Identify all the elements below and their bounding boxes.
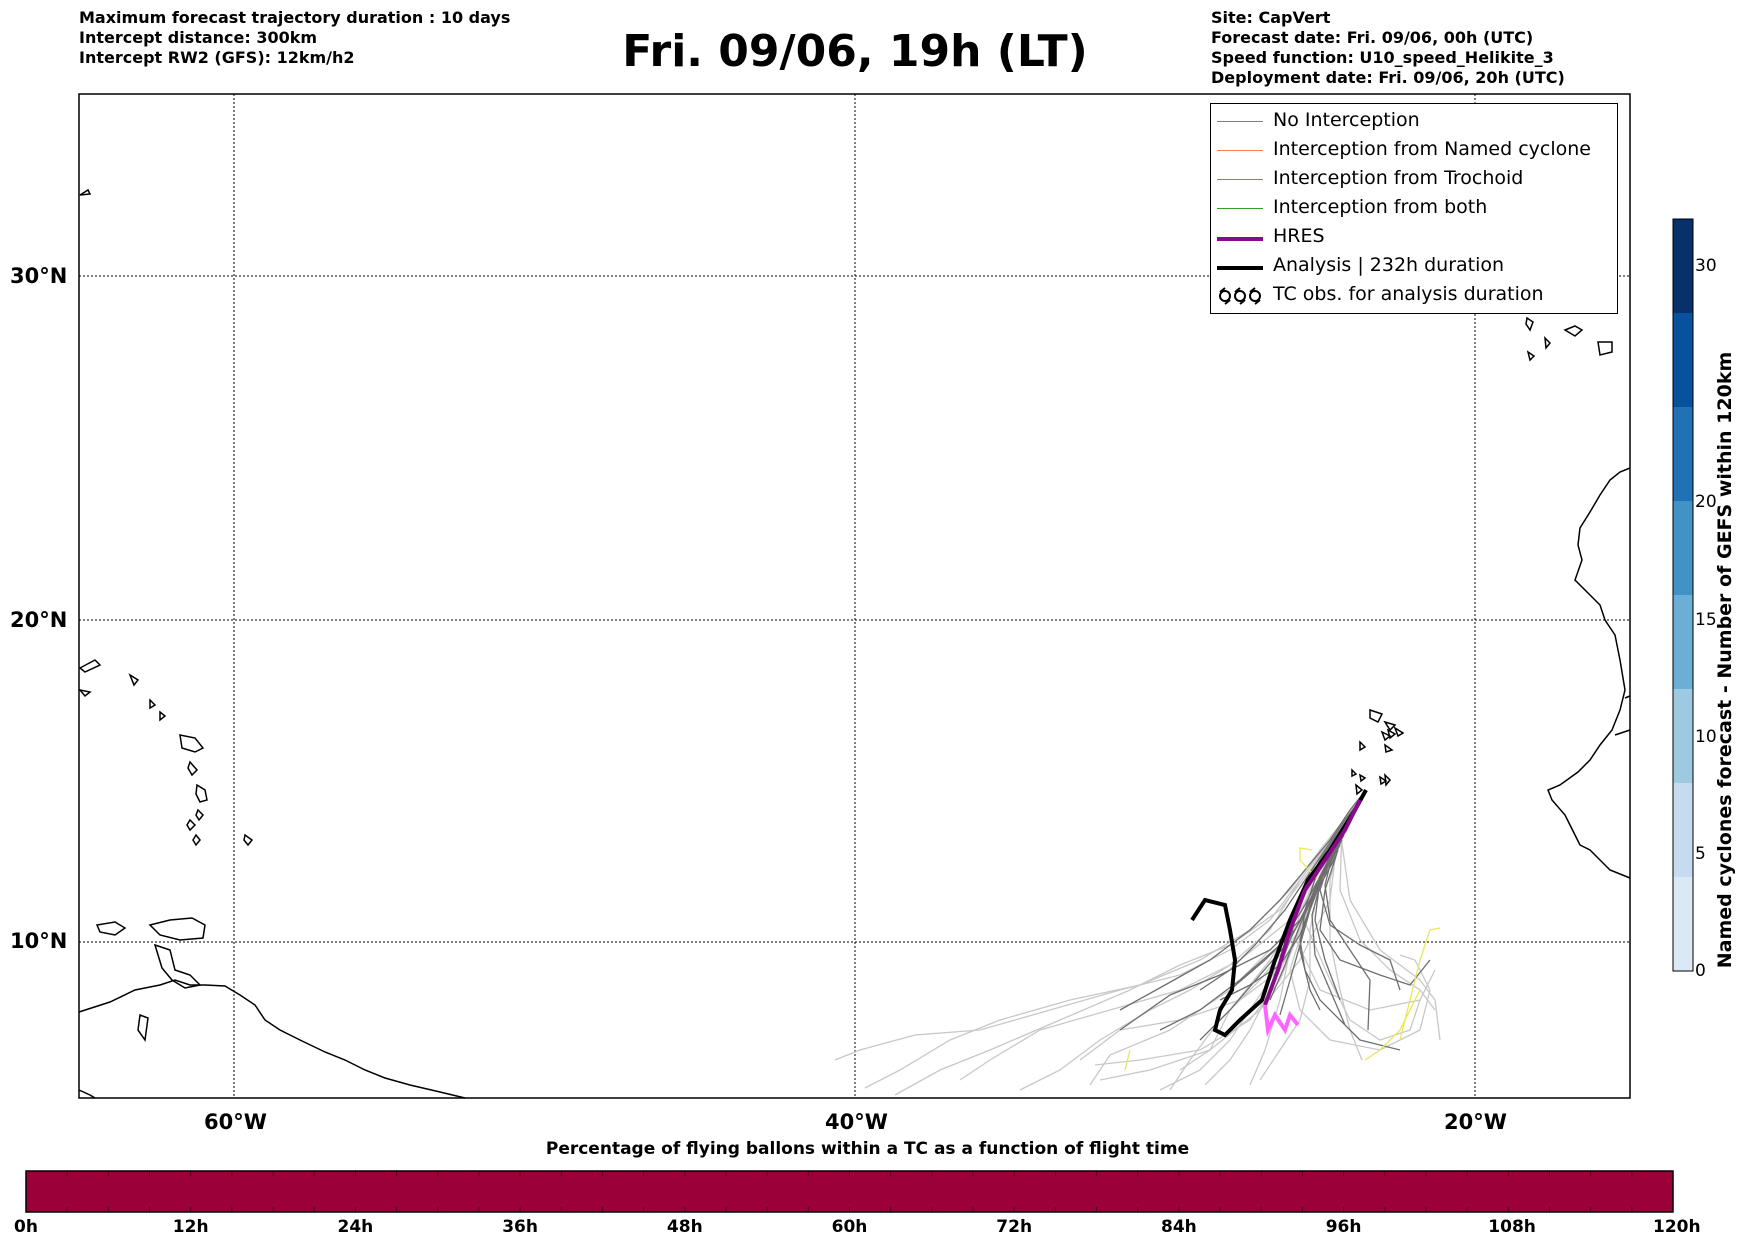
colorbar-right-segment: [1673, 877, 1693, 972]
coastlines: [78, 188, 1631, 1099]
legend-label: Interception from Named cyclone: [1273, 138, 1591, 160]
colorbar-bottom-tick: 24h: [337, 1217, 374, 1237]
legend-item: HRES: [1211, 223, 1617, 251]
map-frame: [78, 93, 1631, 1099]
legend-item: Analysis | 232h duration: [1211, 252, 1617, 280]
hres-trajectory: [1263, 799, 1362, 1006]
header-left-line: Intercept RW2 (GFS): 12km/h2: [79, 48, 355, 67]
colorbar-right-tick: 5: [1695, 844, 1706, 864]
colorbar-right-segment: [1673, 407, 1693, 502]
map-legend: No Interception Interception from Named …: [1210, 103, 1618, 314]
colorbar-bottom-tick: 84h: [1161, 1217, 1197, 1237]
legend-item: Interception from both: [1211, 194, 1617, 222]
colorbar-right-title: Named cyclones forecast - Number of GEFS…: [1714, 351, 1736, 969]
colorbar-right-segment: [1673, 595, 1693, 690]
cyclone-icon: [1217, 284, 1263, 310]
lat-label-30n: 30°N: [10, 264, 68, 288]
colorbar-bottom-fill: [26, 1171, 1673, 1212]
trajectories-light: [834, 789, 1441, 1096]
legend-label: TC obs. for analysis duration: [1273, 283, 1544, 305]
legend-item: Interception from Trochoid: [1211, 165, 1617, 193]
colorbar-right-segment: [1673, 313, 1693, 408]
colorbar-right-tick: 20: [1695, 492, 1717, 512]
legend-label: HRES: [1273, 225, 1325, 247]
legend-item: TC obs. for analysis duration: [1211, 281, 1617, 309]
header-right-line: Speed function: U10_speed_Helikite_3: [1211, 48, 1554, 67]
colorbar-right-segment: [1673, 689, 1693, 784]
colorbar-bottom-tick: 120h: [1653, 1217, 1701, 1237]
lon-label-60w: 60°W: [204, 1110, 267, 1134]
colorbar-right: [1672, 218, 1694, 972]
header-info-left: Maximum forecast trajectory duration : 1…: [79, 8, 510, 68]
colorbar-right-tick: 10: [1695, 727, 1717, 747]
lon-label-40w: 40°W: [825, 1110, 888, 1134]
header-info-right: Site: CapVert Forecast date: Fri. 09/06,…: [1211, 8, 1565, 88]
legend-label: Interception from Trochoid: [1273, 167, 1524, 189]
colorbar-right-segment: [1673, 219, 1693, 314]
trajectories-dark: [1119, 789, 1431, 1051]
colorbar-bottom-tick: 96h: [1325, 1217, 1362, 1237]
colorbar-bottom-title: Percentage of flying ballons within a TC…: [545, 1139, 1190, 1159]
colorbar-bottom-tick: 36h: [502, 1217, 538, 1237]
lat-label-20n: 20°N: [10, 608, 68, 632]
colorbar-bottom-tick: 12h: [172, 1217, 209, 1237]
legend-label: No Interception: [1273, 109, 1420, 131]
trajectories-yellow: [1124, 847, 1441, 1071]
colorbar-right-tick: 0: [1695, 961, 1706, 981]
analysis-trajectory: [1190, 789, 1368, 1038]
colorbar-right-tick: 15: [1695, 610, 1717, 630]
lat-label-10n: 10°N: [10, 929, 68, 953]
legend-item: Interception from Named cyclone: [1211, 136, 1617, 164]
header-right-line: Site: CapVert: [1211, 8, 1331, 27]
legend-item: No Interception: [1211, 107, 1617, 135]
colorbar-bottom-tick: 0h: [14, 1217, 38, 1237]
colorbar-right-tick: 30: [1695, 256, 1717, 276]
hres-trajectory-end: [1263, 1004, 1300, 1038]
legend-label: Interception from both: [1273, 196, 1488, 218]
header-right-line: Forecast date: Fri. 09/06, 00h (UTC): [1211, 28, 1534, 47]
colorbar-bottom-tick: 108h: [1488, 1217, 1536, 1237]
colorbar-bottom-tick: 60h: [831, 1217, 868, 1237]
header-left-line: Intercept distance: 300km: [79, 28, 318, 47]
colorbar-bottom-tick: 72h: [996, 1217, 1033, 1237]
colorbar-right-segment: [1673, 783, 1693, 878]
colorbar-right-segment: [1673, 501, 1693, 596]
page-title: Fri. 09/06, 19h (LT): [622, 26, 1088, 77]
legend-label: Analysis | 232h duration: [1273, 254, 1505, 276]
lon-label-20w: 20°W: [1444, 1110, 1507, 1134]
header-right-line: Deployment date: Fri. 09/06, 20h (UTC): [1211, 68, 1565, 87]
colorbar-bottom-tick: 48h: [666, 1217, 703, 1237]
header-left-line: Maximum forecast trajectory duration : 1…: [79, 8, 511, 27]
colorbar-bottom: [25, 1170, 1674, 1213]
